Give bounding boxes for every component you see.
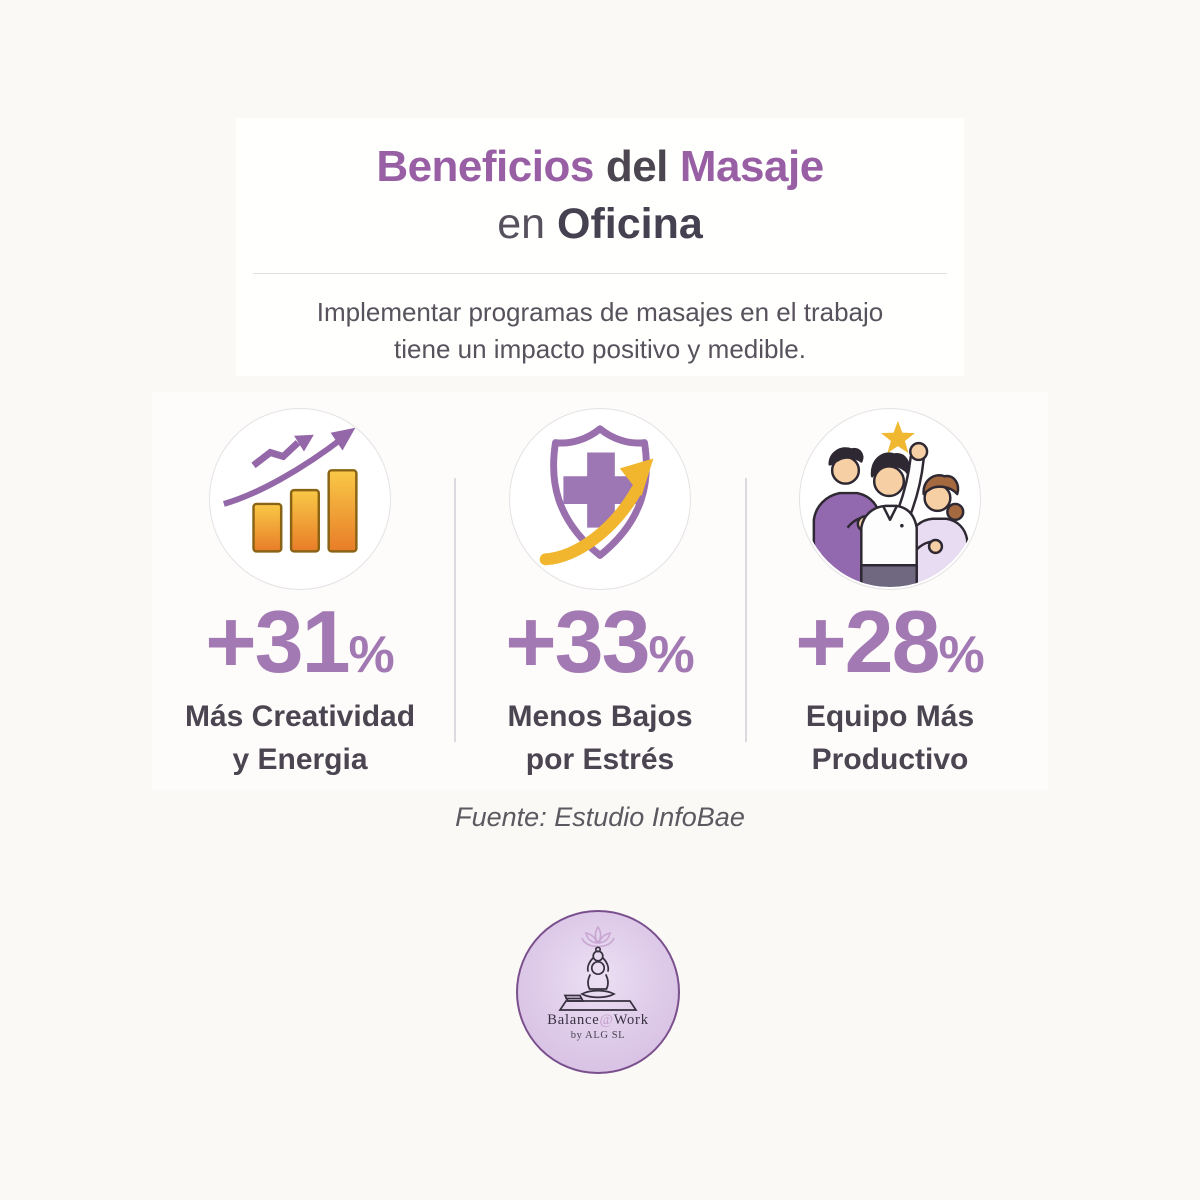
title-card: Beneficios del Masaje en Oficina Impleme…	[236, 118, 964, 376]
stat-column-productivity: +28% Equipo Más Productivo	[752, 408, 1028, 781]
subtitle: Implementar programas de masajes en el t…	[236, 294, 964, 368]
title-word-beneficios: Beneficios	[376, 142, 594, 191]
title-word-del: del	[605, 142, 669, 191]
title-word-masaje: Masaje	[679, 142, 824, 191]
title-word-oficina: Oficina	[557, 200, 703, 248]
subtitle-line-1: Implementar programas de masajes en el t…	[316, 297, 884, 327]
meditation-logo-icon	[558, 925, 638, 1011]
brand-logo: Balance@Work by ALG SL	[516, 910, 680, 1074]
health-shield-icon	[509, 408, 691, 590]
stat-value-creativity: +31%	[205, 592, 395, 691]
logo-at-sign: @	[599, 1012, 614, 1028]
stat-label-stress: Menos Bajos por Estrés	[507, 700, 693, 776]
percent-sign: %	[348, 626, 395, 684]
title-divider	[253, 273, 947, 274]
stat-value-productivity: +28%	[795, 592, 985, 691]
growth-chart-icon	[209, 408, 391, 590]
percent-sign: %	[938, 626, 985, 684]
stat-column-creativity: +31% Más Creatividad y Energia	[162, 408, 438, 781]
logo-name: Balance@Work	[547, 1012, 649, 1028]
stat-value-stress: +33%	[505, 592, 695, 691]
stat-column-stress: +33% Menos Bajos por Estrés	[462, 408, 738, 781]
page-title: Beneficios del Masaje	[236, 142, 964, 192]
productive-team-icon	[799, 408, 981, 590]
page-title-line2: en Oficina	[236, 200, 964, 249]
subtitle-line-2: tiene un impacto positivo y medible.	[394, 333, 806, 364]
stat-label-productivity: Equipo Más Productivo	[805, 700, 975, 776]
column-divider	[745, 478, 747, 742]
column-divider	[454, 478, 456, 742]
stat-label-creativity: Más Creatividad y Energia	[184, 700, 416, 776]
title-word-en: en	[497, 200, 546, 248]
logo-byline: by ALG SL	[570, 1030, 626, 1041]
percent-sign: %	[648, 626, 695, 684]
source-citation: Fuente: Estudio InfoBae	[455, 802, 745, 832]
